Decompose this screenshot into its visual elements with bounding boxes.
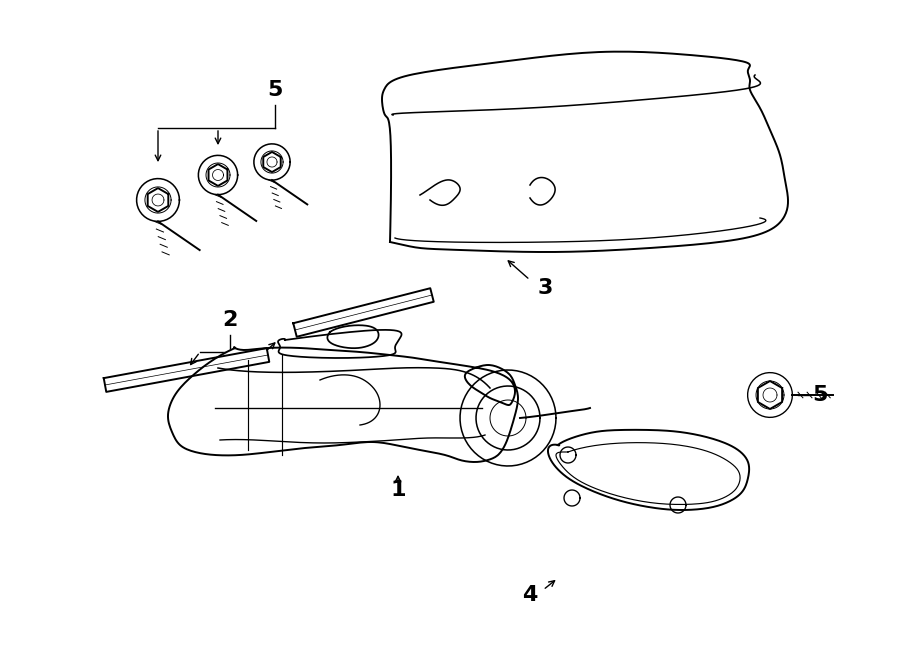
Polygon shape <box>254 144 290 180</box>
Polygon shape <box>104 348 269 392</box>
Polygon shape <box>548 430 749 510</box>
Polygon shape <box>293 288 434 337</box>
Text: 2: 2 <box>222 310 238 330</box>
Polygon shape <box>137 178 179 221</box>
Polygon shape <box>382 52 788 252</box>
Polygon shape <box>209 164 228 186</box>
Polygon shape <box>168 347 518 462</box>
Polygon shape <box>758 381 782 409</box>
Text: 5: 5 <box>813 385 828 405</box>
Polygon shape <box>748 373 792 417</box>
Polygon shape <box>148 188 168 212</box>
Polygon shape <box>198 155 238 194</box>
Polygon shape <box>264 152 281 172</box>
Text: 4: 4 <box>522 585 537 605</box>
Text: 1: 1 <box>391 480 406 500</box>
Text: 5: 5 <box>267 80 283 100</box>
Text: 3: 3 <box>537 278 553 298</box>
